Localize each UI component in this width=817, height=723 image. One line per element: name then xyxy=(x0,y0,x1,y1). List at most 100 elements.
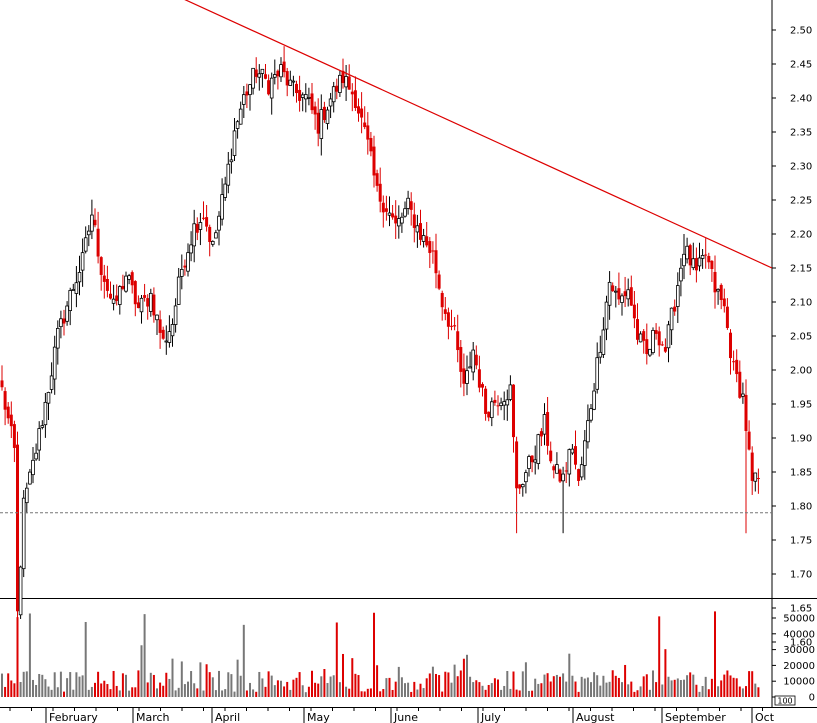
candle xyxy=(56,320,60,365)
volume-bar xyxy=(704,676,707,697)
volume-scale-label: 100 xyxy=(777,697,792,706)
volume-bar xyxy=(698,691,701,697)
candle-body xyxy=(567,449,572,475)
candle-body xyxy=(620,295,624,303)
candle xyxy=(49,362,54,394)
volume-bar xyxy=(50,689,53,697)
candle xyxy=(453,317,457,331)
candle xyxy=(477,355,481,393)
candle-body xyxy=(350,91,354,95)
volume-bar xyxy=(366,688,369,697)
volume-bar xyxy=(599,685,602,697)
candle xyxy=(419,209,422,246)
candle xyxy=(604,295,609,341)
candle xyxy=(195,217,199,241)
volume-bar xyxy=(624,664,627,697)
volume-bar xyxy=(447,672,450,697)
volume-bar xyxy=(562,673,565,697)
price-tick-label: 2.05 xyxy=(790,332,812,343)
candle xyxy=(375,169,379,192)
volume-bar xyxy=(304,692,307,697)
candle xyxy=(744,379,748,534)
candle xyxy=(437,270,441,291)
candle-body xyxy=(291,80,296,83)
volume-bar xyxy=(639,686,642,697)
volume-bar xyxy=(360,691,363,697)
candle-body xyxy=(713,271,717,293)
volume-bar xyxy=(146,682,149,697)
candle-body xyxy=(375,173,379,186)
candle xyxy=(133,280,137,317)
volume-bar xyxy=(199,662,202,697)
candle-body xyxy=(49,375,54,390)
volume-bar xyxy=(44,679,47,697)
candle-body xyxy=(223,183,228,198)
candle xyxy=(322,101,326,123)
volume-bar xyxy=(252,689,255,697)
chart-overlays xyxy=(0,0,773,514)
candle xyxy=(533,445,537,475)
candle-body xyxy=(357,106,360,114)
candle-body xyxy=(353,90,357,109)
candle xyxy=(481,382,484,397)
candle xyxy=(642,329,646,354)
candle xyxy=(232,117,237,161)
volume-bar xyxy=(614,675,617,697)
candle-body xyxy=(539,431,543,437)
candle xyxy=(400,212,404,233)
candle xyxy=(704,238,708,269)
price-tick-label: 1.65 xyxy=(790,604,812,615)
volume-bar xyxy=(69,672,72,697)
candle-body xyxy=(738,371,742,398)
candle-body xyxy=(691,258,696,269)
volume-bar xyxy=(633,691,636,697)
candle-body xyxy=(456,331,460,351)
volume-bar xyxy=(47,686,50,697)
price-tick-label: 2.45 xyxy=(790,60,812,71)
volume-bar xyxy=(552,676,555,697)
candle-body xyxy=(202,217,205,219)
volume-bar xyxy=(78,676,81,697)
volume-bar xyxy=(571,675,574,697)
candle-body xyxy=(409,201,413,210)
candle xyxy=(487,411,491,422)
candle xyxy=(546,396,550,455)
volume-bar xyxy=(87,689,90,697)
candle xyxy=(136,295,140,309)
candle xyxy=(412,202,416,243)
volume-bar xyxy=(298,672,301,697)
resistance-trendline xyxy=(184,0,773,269)
volume-bar xyxy=(608,681,611,697)
volume-bar xyxy=(106,684,109,697)
price-tick-label: 1.90 xyxy=(790,434,812,445)
candle xyxy=(508,375,513,402)
volume-bar xyxy=(326,683,329,697)
candle xyxy=(18,565,23,619)
volume-bar xyxy=(286,681,289,697)
candle xyxy=(192,209,197,263)
volume-bar xyxy=(376,665,379,697)
candle xyxy=(24,482,29,514)
volume-bar xyxy=(224,689,227,697)
candle-body xyxy=(124,275,128,292)
volume-bar xyxy=(726,670,729,697)
candle xyxy=(657,326,661,357)
candle-body xyxy=(0,380,4,388)
candle xyxy=(176,267,181,305)
candle xyxy=(198,213,203,246)
candle-body xyxy=(471,349,475,373)
candle-body xyxy=(74,282,79,294)
candle xyxy=(325,106,330,130)
candle-body xyxy=(121,285,125,289)
candle xyxy=(564,462,568,484)
candle-body xyxy=(102,275,106,282)
candle-body xyxy=(164,340,169,343)
candle xyxy=(524,469,528,494)
candle-body xyxy=(381,202,385,213)
candle xyxy=(223,176,228,201)
volume-bar xyxy=(652,670,654,697)
candle xyxy=(298,75,302,112)
candle-body xyxy=(235,121,240,129)
volume-bar xyxy=(617,677,620,697)
volume-bar xyxy=(441,691,444,697)
